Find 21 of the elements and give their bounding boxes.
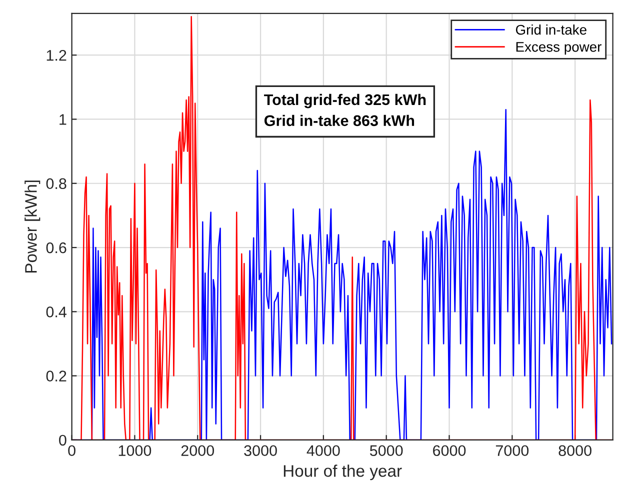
x-tick-label: 7000: [496, 445, 529, 456]
x-tick-label: 2000: [181, 445, 214, 456]
y-tick-label: 0.2: [46, 370, 66, 382]
x-tick-label: 3000: [244, 445, 277, 456]
x-axis-title: Hour of the year: [284, 464, 402, 480]
x-tick-label: 6000: [433, 445, 466, 456]
x-tick-label: 8000: [558, 445, 592, 456]
y-tick-label: 0: [59, 434, 66, 446]
y-tick-label: 0.6: [46, 242, 66, 254]
legend-label: Grid in-take: [516, 24, 586, 35]
legend-label: Excess power: [516, 42, 602, 55]
x-tick-label: 0: [68, 445, 76, 456]
y-tick-label: 1: [60, 114, 66, 125]
y-tick-label: 1.2: [46, 50, 66, 61]
y-axis-title: Power [kWh]: [24, 180, 40, 273]
y-tick-label: 0.8: [46, 178, 66, 190]
y-tick-label: 0.4: [46, 306, 66, 318]
annotation: Total grid-fed 325 kWh Grid in-take 863 kWh: [264, 94, 426, 126]
x-tick-label: 4000: [306, 445, 340, 456]
x-tick-label: 1000: [118, 445, 152, 456]
x-tick-label: 5000: [370, 445, 403, 456]
